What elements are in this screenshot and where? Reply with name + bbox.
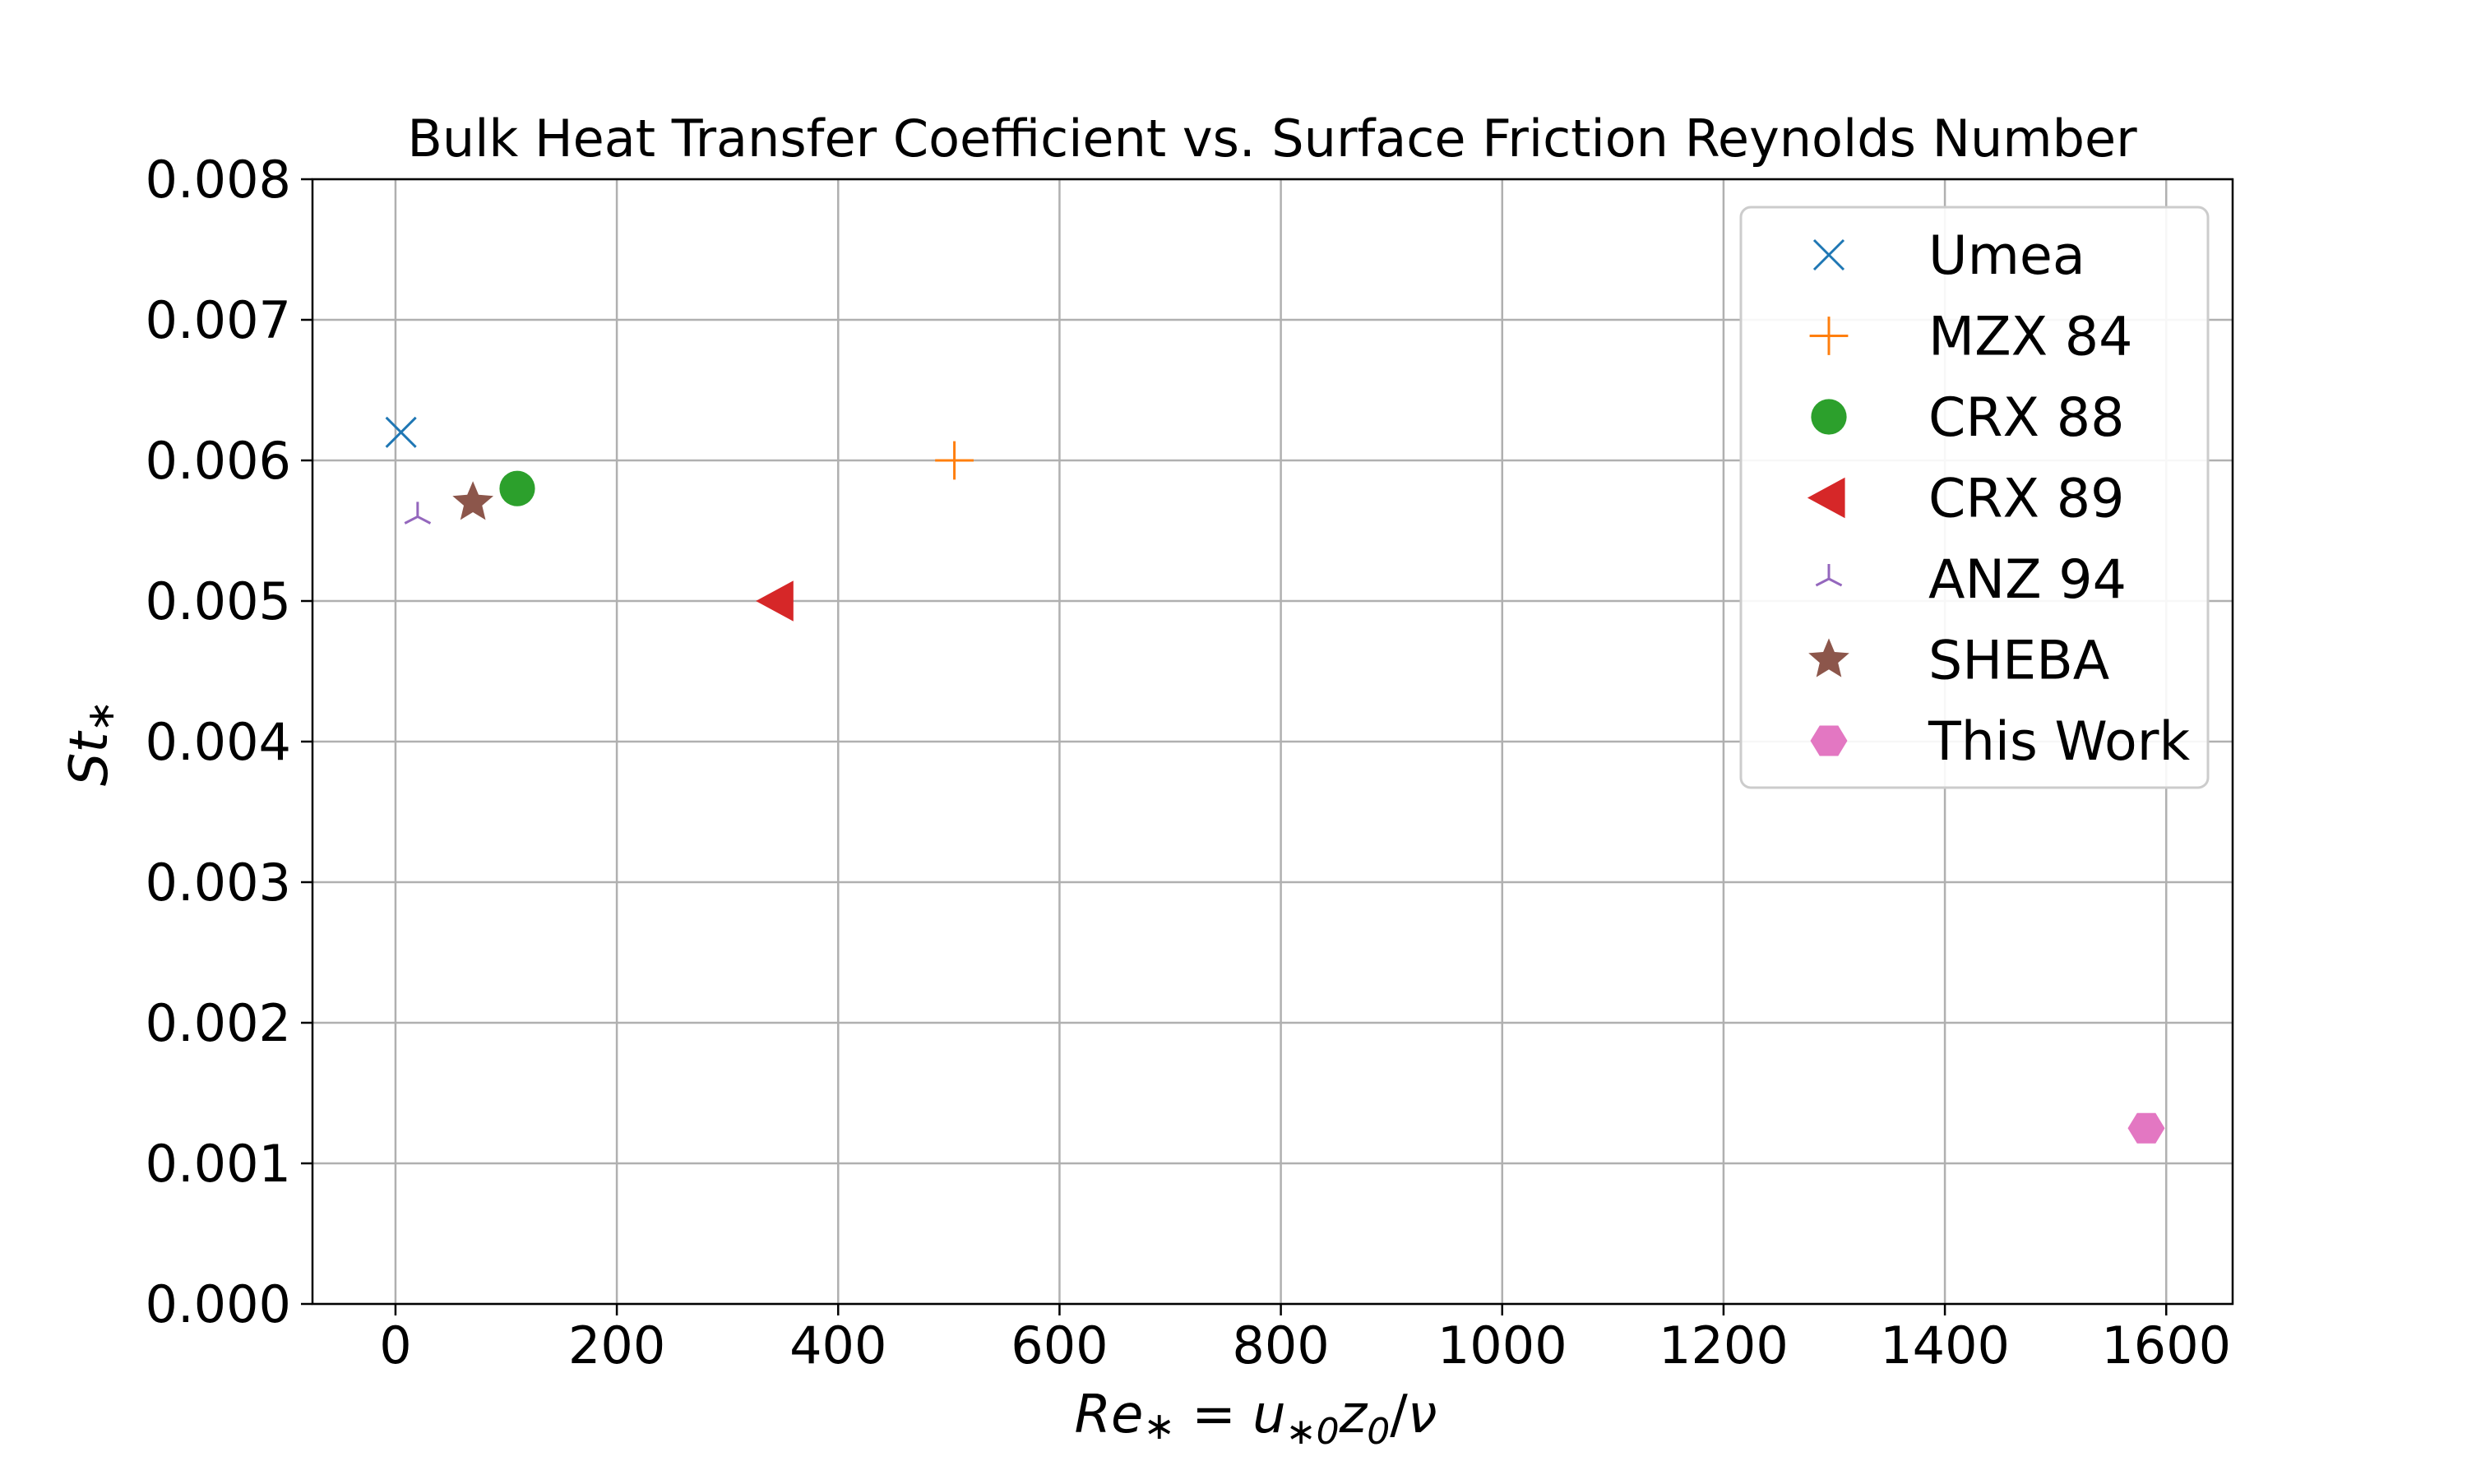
x-axis-label-text: Re∗ = u∗0z0/ν	[1074, 1385, 1437, 1453]
x-axis-ticks: 0 200 400 600 800 1000 1200 1400 1600	[379, 1304, 2231, 1375]
legend-marker-crx-89	[1807, 477, 1845, 519]
data-point-crx-88	[499, 470, 535, 506]
legend-marker-this-work	[1810, 725, 1848, 756]
legend-label: SHEBA	[1928, 631, 2109, 692]
legend-label: This Work	[1928, 711, 2190, 773]
y-axis-label: St∗	[59, 700, 123, 786]
y-tick-label: 0.001	[146, 1134, 292, 1194]
x-tick-label: 1400	[1880, 1315, 2010, 1375]
data-points	[385, 416, 2165, 1144]
data-point-mzx-84	[935, 441, 974, 480]
x-tick-label: 200	[568, 1315, 665, 1375]
x-tick-label: 1000	[1437, 1315, 1567, 1375]
legend-label: ANZ 94	[1928, 549, 2127, 611]
y-tick-label: 0.005	[146, 571, 292, 631]
legend-label: Umea	[1928, 225, 2085, 287]
legend-label: CRX 89	[1928, 469, 2124, 530]
data-point-sheba	[452, 481, 493, 520]
legend-item-anz-94: ANZ 94	[1815, 549, 2127, 611]
y-tick-label: 0.004	[146, 712, 292, 772]
x-tick-label: 600	[1011, 1315, 1108, 1375]
legend-item-this-work: This Work	[1810, 711, 2190, 773]
x-axis-label: Re∗ = u∗0z0/ν	[1074, 1385, 1437, 1453]
legend-marker-mzx-84	[1809, 317, 1849, 355]
y-tick-label: 0.007	[146, 290, 292, 350]
y-tick-label: 0.002	[146, 993, 292, 1053]
y-tick-label: 0.003	[146, 853, 292, 913]
data-point-anz-94	[404, 502, 432, 525]
legend-label: MZX 84	[1928, 307, 2133, 368]
x-tick-label: 0	[379, 1315, 411, 1375]
legend-label: CRX 88	[1928, 387, 2124, 449]
legend-item-crx-89: CRX 89	[1807, 469, 2124, 530]
legend: Umea MZX 84 CRX 88 CRX 89 ANZ 94 SHEBA This Wo…	[1739, 206, 2210, 789]
y-axis-ticks: 0.000 0.001 0.002 0.003 0.004 0.005 0.006 0.007…	[146, 150, 312, 1334]
y-tick-label: 0.000	[146, 1274, 292, 1334]
legend-marker-umea	[1812, 238, 1845, 271]
x-tick-label: 400	[789, 1315, 886, 1375]
x-tick-label: 1600	[2101, 1315, 2231, 1375]
legend-box	[1739, 206, 2210, 789]
legend-item-mzx-84: MZX 84	[1809, 307, 2133, 368]
data-point-this-work	[2127, 1112, 2165, 1144]
data-point-crx-89	[756, 580, 794, 622]
chart-title: Bulk Heat Transfer Coefficient vs. Surfa…	[407, 109, 2137, 169]
legend-item-umea: Umea	[1812, 225, 2085, 287]
y-axis-label-text: St∗	[59, 700, 123, 786]
plot-frame	[311, 178, 2234, 1306]
legend-item-crx-88: CRX 88	[1811, 387, 2124, 449]
legend-marker-sheba	[1808, 638, 1849, 677]
legend-marker-crx-88	[1811, 399, 1847, 435]
legend-item-sheba: SHEBA	[1808, 631, 2109, 692]
x-tick-label: 1200	[1659, 1315, 1789, 1375]
x-tick-label: 800	[1232, 1315, 1329, 1375]
y-tick-label: 0.008	[146, 150, 292, 210]
legend-marker-anz-94	[1815, 564, 1843, 587]
data-point-umea	[385, 416, 417, 448]
y-tick-label: 0.006	[146, 431, 292, 491]
